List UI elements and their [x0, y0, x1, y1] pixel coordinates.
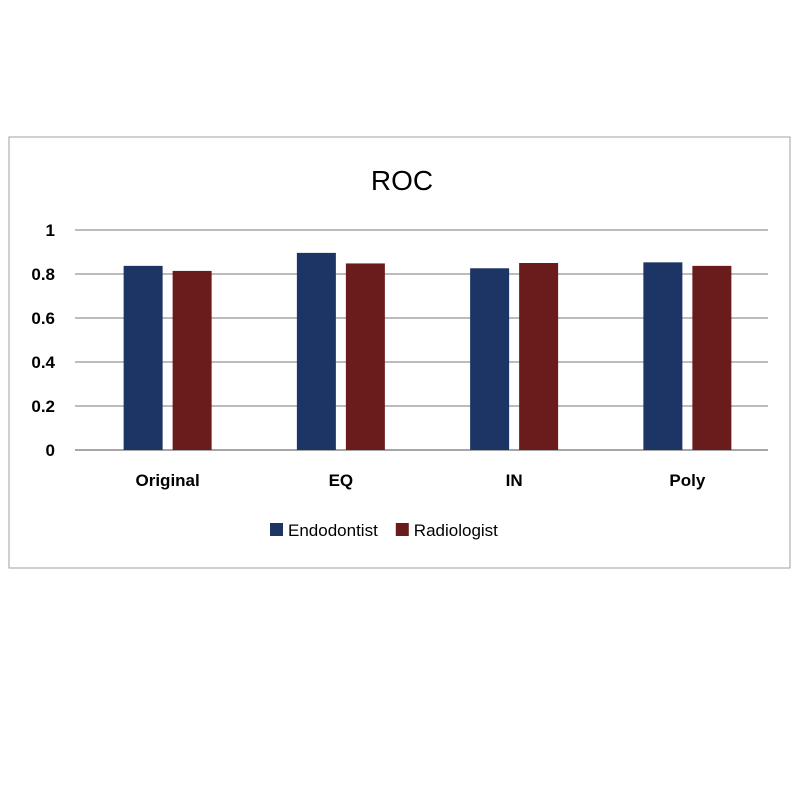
bar-radiologist-original — [172, 270, 212, 450]
bar-endodontist-in — [470, 268, 510, 450]
y-tick-label: 0.4 — [31, 353, 55, 372]
legend-swatch — [395, 523, 409, 536]
bar-radiologist-eq — [345, 263, 385, 450]
x-tick-label: EQ — [329, 471, 354, 490]
y-tick-label: 1 — [46, 221, 55, 240]
y-tick-label: 0.8 — [31, 265, 55, 284]
y-tick-label: 0 — [46, 441, 55, 460]
x-tick-label: Original — [136, 471, 200, 490]
legend-label: Endodontist — [288, 521, 378, 540]
legend-label: Radiologist — [414, 521, 498, 540]
y-tick-label: 0.6 — [31, 309, 55, 328]
bar-endodontist-eq — [296, 252, 336, 450]
x-tick-label: IN — [506, 471, 523, 490]
bar-endodontist-original — [123, 265, 163, 450]
bar-radiologist-poly — [692, 265, 732, 450]
chart-title: ROC — [371, 165, 433, 196]
x-tick-label: Poly — [669, 471, 705, 490]
bar-endodontist-poly — [643, 262, 683, 450]
bar-radiologist-in — [519, 263, 559, 450]
y-tick-label: 0.2 — [31, 397, 55, 416]
legend-swatch — [270, 523, 283, 536]
